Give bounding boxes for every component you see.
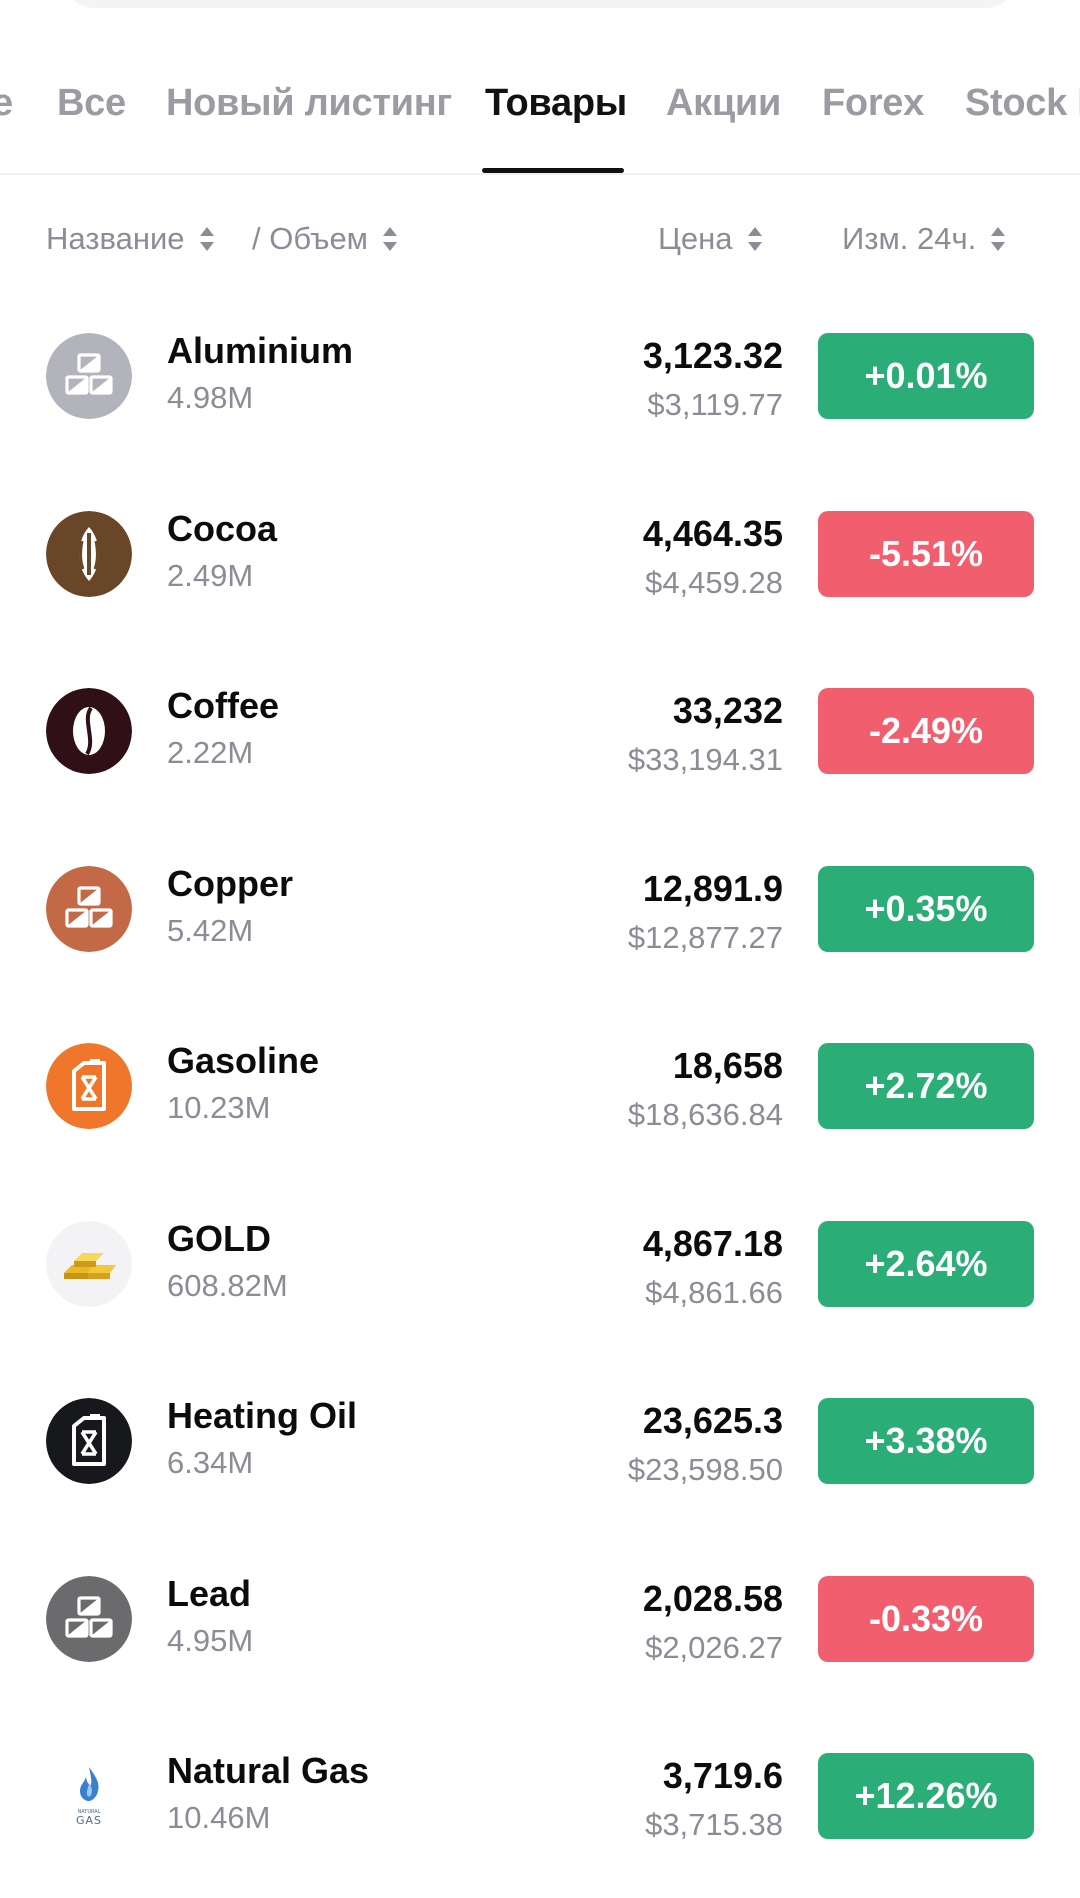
search-bar[interactable] [62,0,1018,8]
fuel-canister-icon [46,1398,132,1484]
asset-usd-price: $3,119.77 [647,387,783,422]
change-badge[interactable]: +2.72% [818,1043,1034,1129]
sort-by-volume[interactable]: / Объем [252,221,398,257]
list-item[interactable]: Aluminium 4.98M 3,123.32 $3,119.77 +0.01% [0,300,1080,478]
sort-by-change[interactable]: Изм. 24ч. [842,221,1006,257]
asset-price: 3,719.6 [662,1755,783,1796]
gold-bars-icon [46,1220,132,1307]
change-badge[interactable]: +3.38% [818,1398,1034,1484]
list-header: Название / Объем Цена Изм. 24ч. [0,215,1080,265]
asset-name: Copper [167,862,293,904]
fuel-canister-icon [46,1043,132,1129]
natural-gas-flame-icon: NATURAL GAS [46,1753,132,1839]
asset-volume: 6.34M [167,1445,254,1480]
price-column-label: Цена [658,221,733,256]
change-badge[interactable]: +0.01% [818,333,1034,419]
asset-name: Lead [167,1572,252,1614]
tab-new-listing[interactable]: Новый листинг [166,82,452,124]
sort-arrows-icon [990,225,1006,253]
active-tab-indicator [482,168,624,173]
sort-by-price[interactable]: Цена [658,221,763,257]
svg-text:NATURAL: NATURAL [78,1809,101,1815]
list-item[interactable]: Gasoline 10.23M 18,658 $18,636.84 +2.72% [0,1010,1080,1188]
metal-bars-icon [46,1575,132,1662]
tab-forex[interactable]: Forex [822,82,924,124]
list-item[interactable]: GOLD 608.82M 4,867.18 $4,861.66 +2.64% [0,1188,1080,1366]
asset-volume: 608.82M [167,1267,288,1303]
svg-text:GAS: GAS [76,1814,102,1827]
sort-arrows-icon [199,225,215,253]
asset-name: Aluminium [167,330,353,371]
cocoa-pod-icon [46,510,132,597]
asset-price: 3,123.32 [642,335,783,376]
asset-price: 33,232 [672,690,783,731]
change-badge[interactable]: -5.51% [818,510,1034,597]
asset-volume: 2.49M [167,557,254,593]
tab-stock-indices[interactable]: Stock I [965,82,1080,124]
sort-by-name[interactable]: Название [46,221,215,257]
coffee-bean-icon [46,688,132,774]
asset-price: 4,867.18 [642,1222,783,1264]
change-badge[interactable]: -2.49% [818,688,1034,774]
asset-price: 12,891.9 [642,867,783,909]
asset-price: 2,028.58 [642,1577,783,1619]
volume-column-label: / Объем [252,221,368,256]
asset-usd-price: $12,877.27 [627,919,783,955]
list-item[interactable]: Cocoa 2.49M 4,464.35 $4,459.28 -5.51% [0,478,1080,656]
list-item[interactable]: NATURAL GAS Natural Gas 10.46M 3,719.6 $3,71… [0,1720,1080,1898]
asset-volume: 5.42M [167,912,254,948]
asset-price: 23,625.3 [642,1400,783,1441]
metal-bars-icon [46,333,132,419]
asset-usd-price: $3,715.38 [645,1807,783,1842]
asset-name: Coffee [167,685,280,726]
asset-usd-price: $33,194.31 [627,742,783,777]
asset-volume: 10.23M [167,1090,271,1125]
tab-partial[interactable]: e [0,82,13,125]
asset-name: Heating Oil [167,1395,358,1436]
sort-arrows-icon [747,225,763,253]
asset-volume: 4.98M [167,380,254,415]
name-column-label: Название [46,221,185,256]
change-badge[interactable]: +2.64% [818,1220,1034,1307]
asset-price: 18,658 [672,1045,783,1086]
change-badge[interactable]: -0.33% [818,1575,1034,1662]
asset-name: GOLD [167,1217,271,1259]
tab-all[interactable]: Все [57,82,126,124]
asset-volume: 2.22M [167,735,254,770]
list-item[interactable]: Heating Oil 6.34M 23,625.3 $23,598.50 +3.38% [0,1365,1080,1543]
metal-bars-icon [46,865,132,952]
tab-stocks[interactable]: Акции [666,82,782,124]
asset-usd-price: $4,459.28 [645,564,783,600]
list-item[interactable]: Copper 5.42M 12,891.9 $12,877.27 +0.35% [0,833,1080,1011]
tab-commodities[interactable]: Товары [485,82,627,124]
asset-usd-price: $4,861.66 [645,1274,783,1310]
asset-name: Cocoa [167,507,278,549]
commodity-list: Aluminium 4.98M 3,123.32 $3,119.77 +0.01% Co… [0,300,1080,1898]
asset-price: 4,464.35 [642,512,783,554]
list-item[interactable]: Lead 4.95M 2,028.58 $2,026.27 -0.33% [0,1543,1080,1721]
change-column-label: Изм. 24ч. [842,221,977,256]
asset-volume: 4.95M [167,1622,254,1658]
list-item[interactable]: Coffee 2.22M 33,232 $33,194.31 -2.49% [0,655,1080,833]
asset-name: Gasoline [167,1040,320,1081]
change-badge[interactable]: +0.35% [818,865,1034,952]
asset-usd-price: $23,598.50 [627,1452,783,1487]
asset-name: Natural Gas [167,1750,370,1791]
asset-usd-price: $18,636.84 [627,1097,783,1132]
change-badge[interactable]: +12.26% [818,1753,1034,1839]
asset-volume: 10.46M [167,1800,271,1835]
asset-usd-price: $2,026.27 [645,1629,783,1665]
sort-arrows-icon [382,225,398,253]
category-tabs: e Все Новый листинг Товары Акции Forex S… [0,60,1080,175]
